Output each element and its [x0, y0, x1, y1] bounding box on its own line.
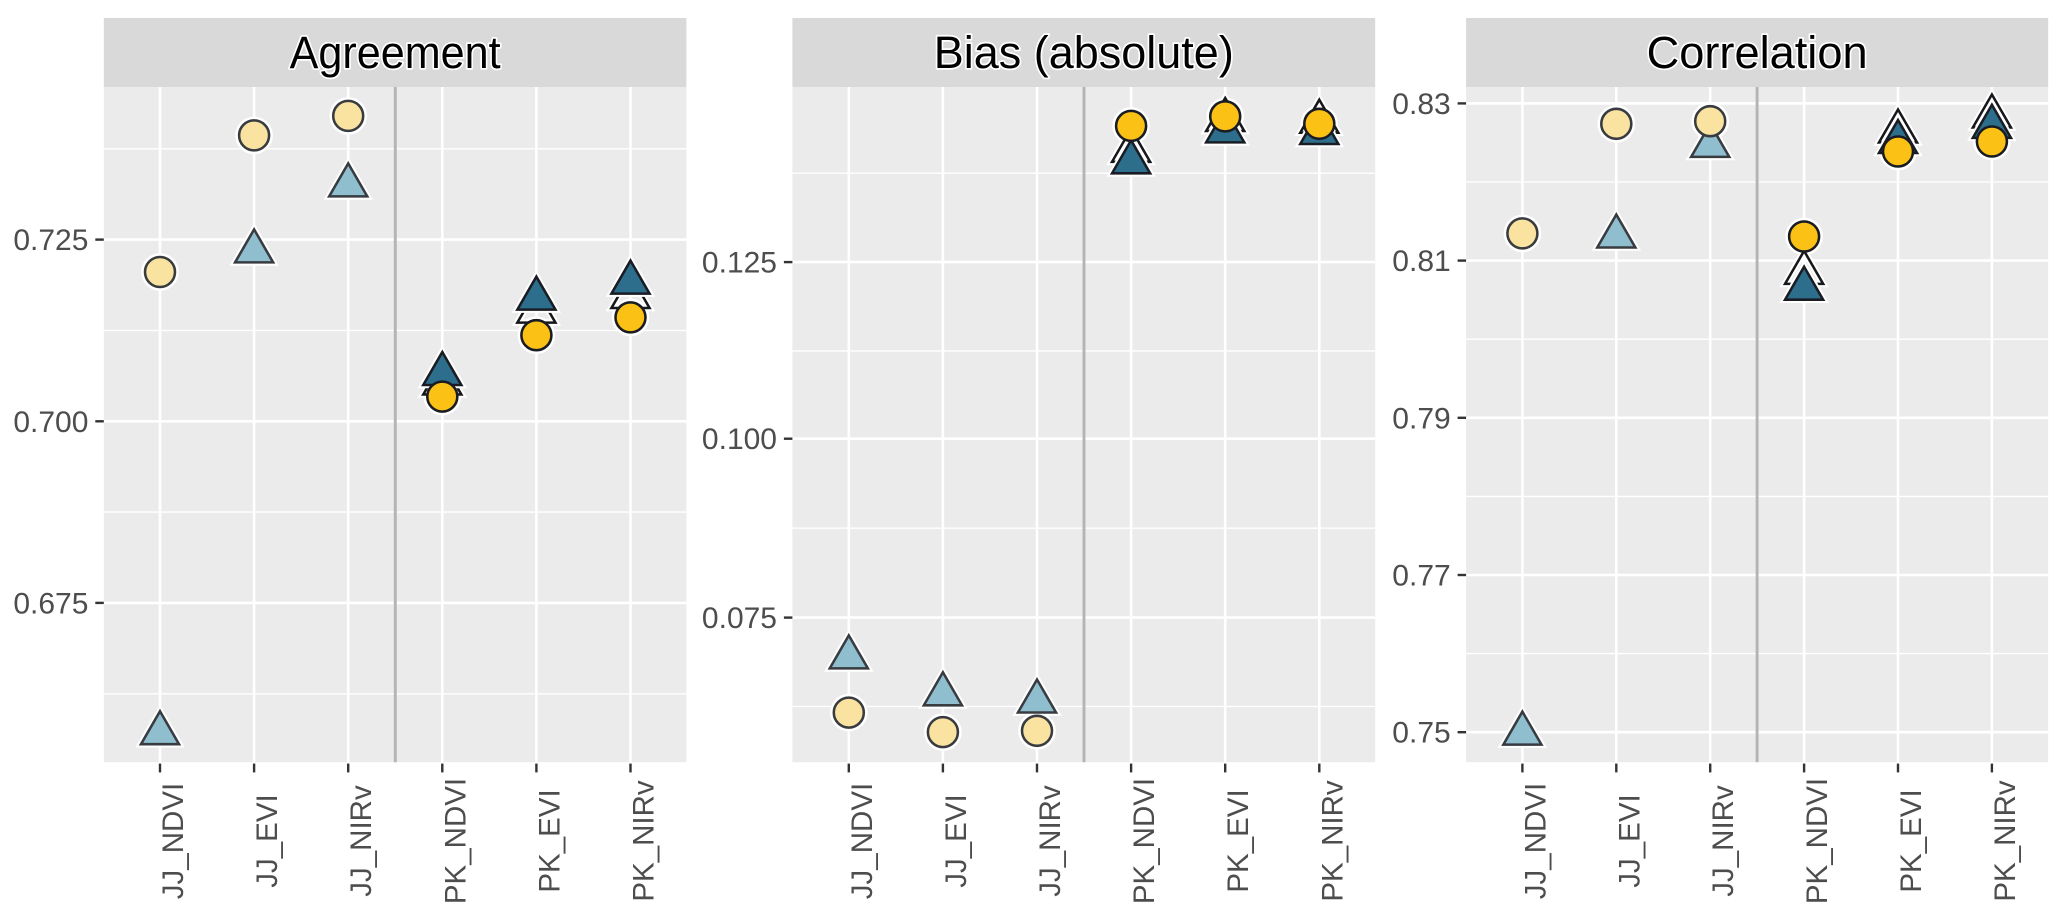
svg-text:0.100: 0.100 — [702, 423, 777, 456]
svg-text:PK_NDVI: PK_NDVI — [439, 778, 472, 904]
svg-text:JJ_NIRv: JJ_NIRv — [1034, 785, 1067, 897]
svg-text:0.725: 0.725 — [13, 224, 88, 257]
svg-text:PK_EVI: PK_EVI — [1222, 789, 1255, 892]
svg-text:JJ_NDVI: JJ_NDVI — [1519, 783, 1552, 899]
svg-text:PK_EVI: PK_EVI — [533, 789, 566, 892]
svg-text:JJ_NDVI: JJ_NDVI — [157, 783, 190, 899]
svg-text:Bias (absolute): Bias (absolute) — [934, 27, 1234, 78]
svg-text:JJ_NIRv: JJ_NIRv — [1707, 785, 1740, 897]
svg-text:PK_NIRv: PK_NIRv — [628, 780, 661, 902]
svg-text:JJ_NIRv: JJ_NIRv — [345, 785, 378, 897]
svg-text:PK_NIRv: PK_NIRv — [1316, 780, 1349, 902]
svg-text:0.75: 0.75 — [1392, 717, 1450, 750]
svg-text:PK_NDVI: PK_NDVI — [1128, 778, 1161, 904]
svg-text:0.79: 0.79 — [1392, 402, 1450, 435]
svg-text:PK_NDVI: PK_NDVI — [1801, 778, 1834, 904]
svg-text:0.77: 0.77 — [1392, 560, 1450, 593]
svg-text:PK_NIRv: PK_NIRv — [1989, 780, 2022, 902]
svg-text:JJ_EVI: JJ_EVI — [251, 794, 284, 887]
svg-text:0.125: 0.125 — [702, 247, 777, 280]
svg-text:PK_EVI: PK_EVI — [1895, 789, 1928, 892]
svg-text:0.700: 0.700 — [13, 406, 88, 439]
svg-text:JJ_NDVI: JJ_NDVI — [846, 783, 879, 899]
svg-text:JJ_EVI: JJ_EVI — [940, 794, 973, 887]
svg-text:0.675: 0.675 — [13, 587, 88, 620]
svg-text:0.075: 0.075 — [702, 602, 777, 635]
svg-text:0.81: 0.81 — [1392, 245, 1450, 278]
svg-text:Correlation: Correlation — [1647, 27, 1868, 78]
svg-text:Agreement: Agreement — [290, 27, 501, 78]
svg-text:0.83: 0.83 — [1392, 88, 1450, 121]
svg-text:JJ_EVI: JJ_EVI — [1613, 794, 1646, 887]
